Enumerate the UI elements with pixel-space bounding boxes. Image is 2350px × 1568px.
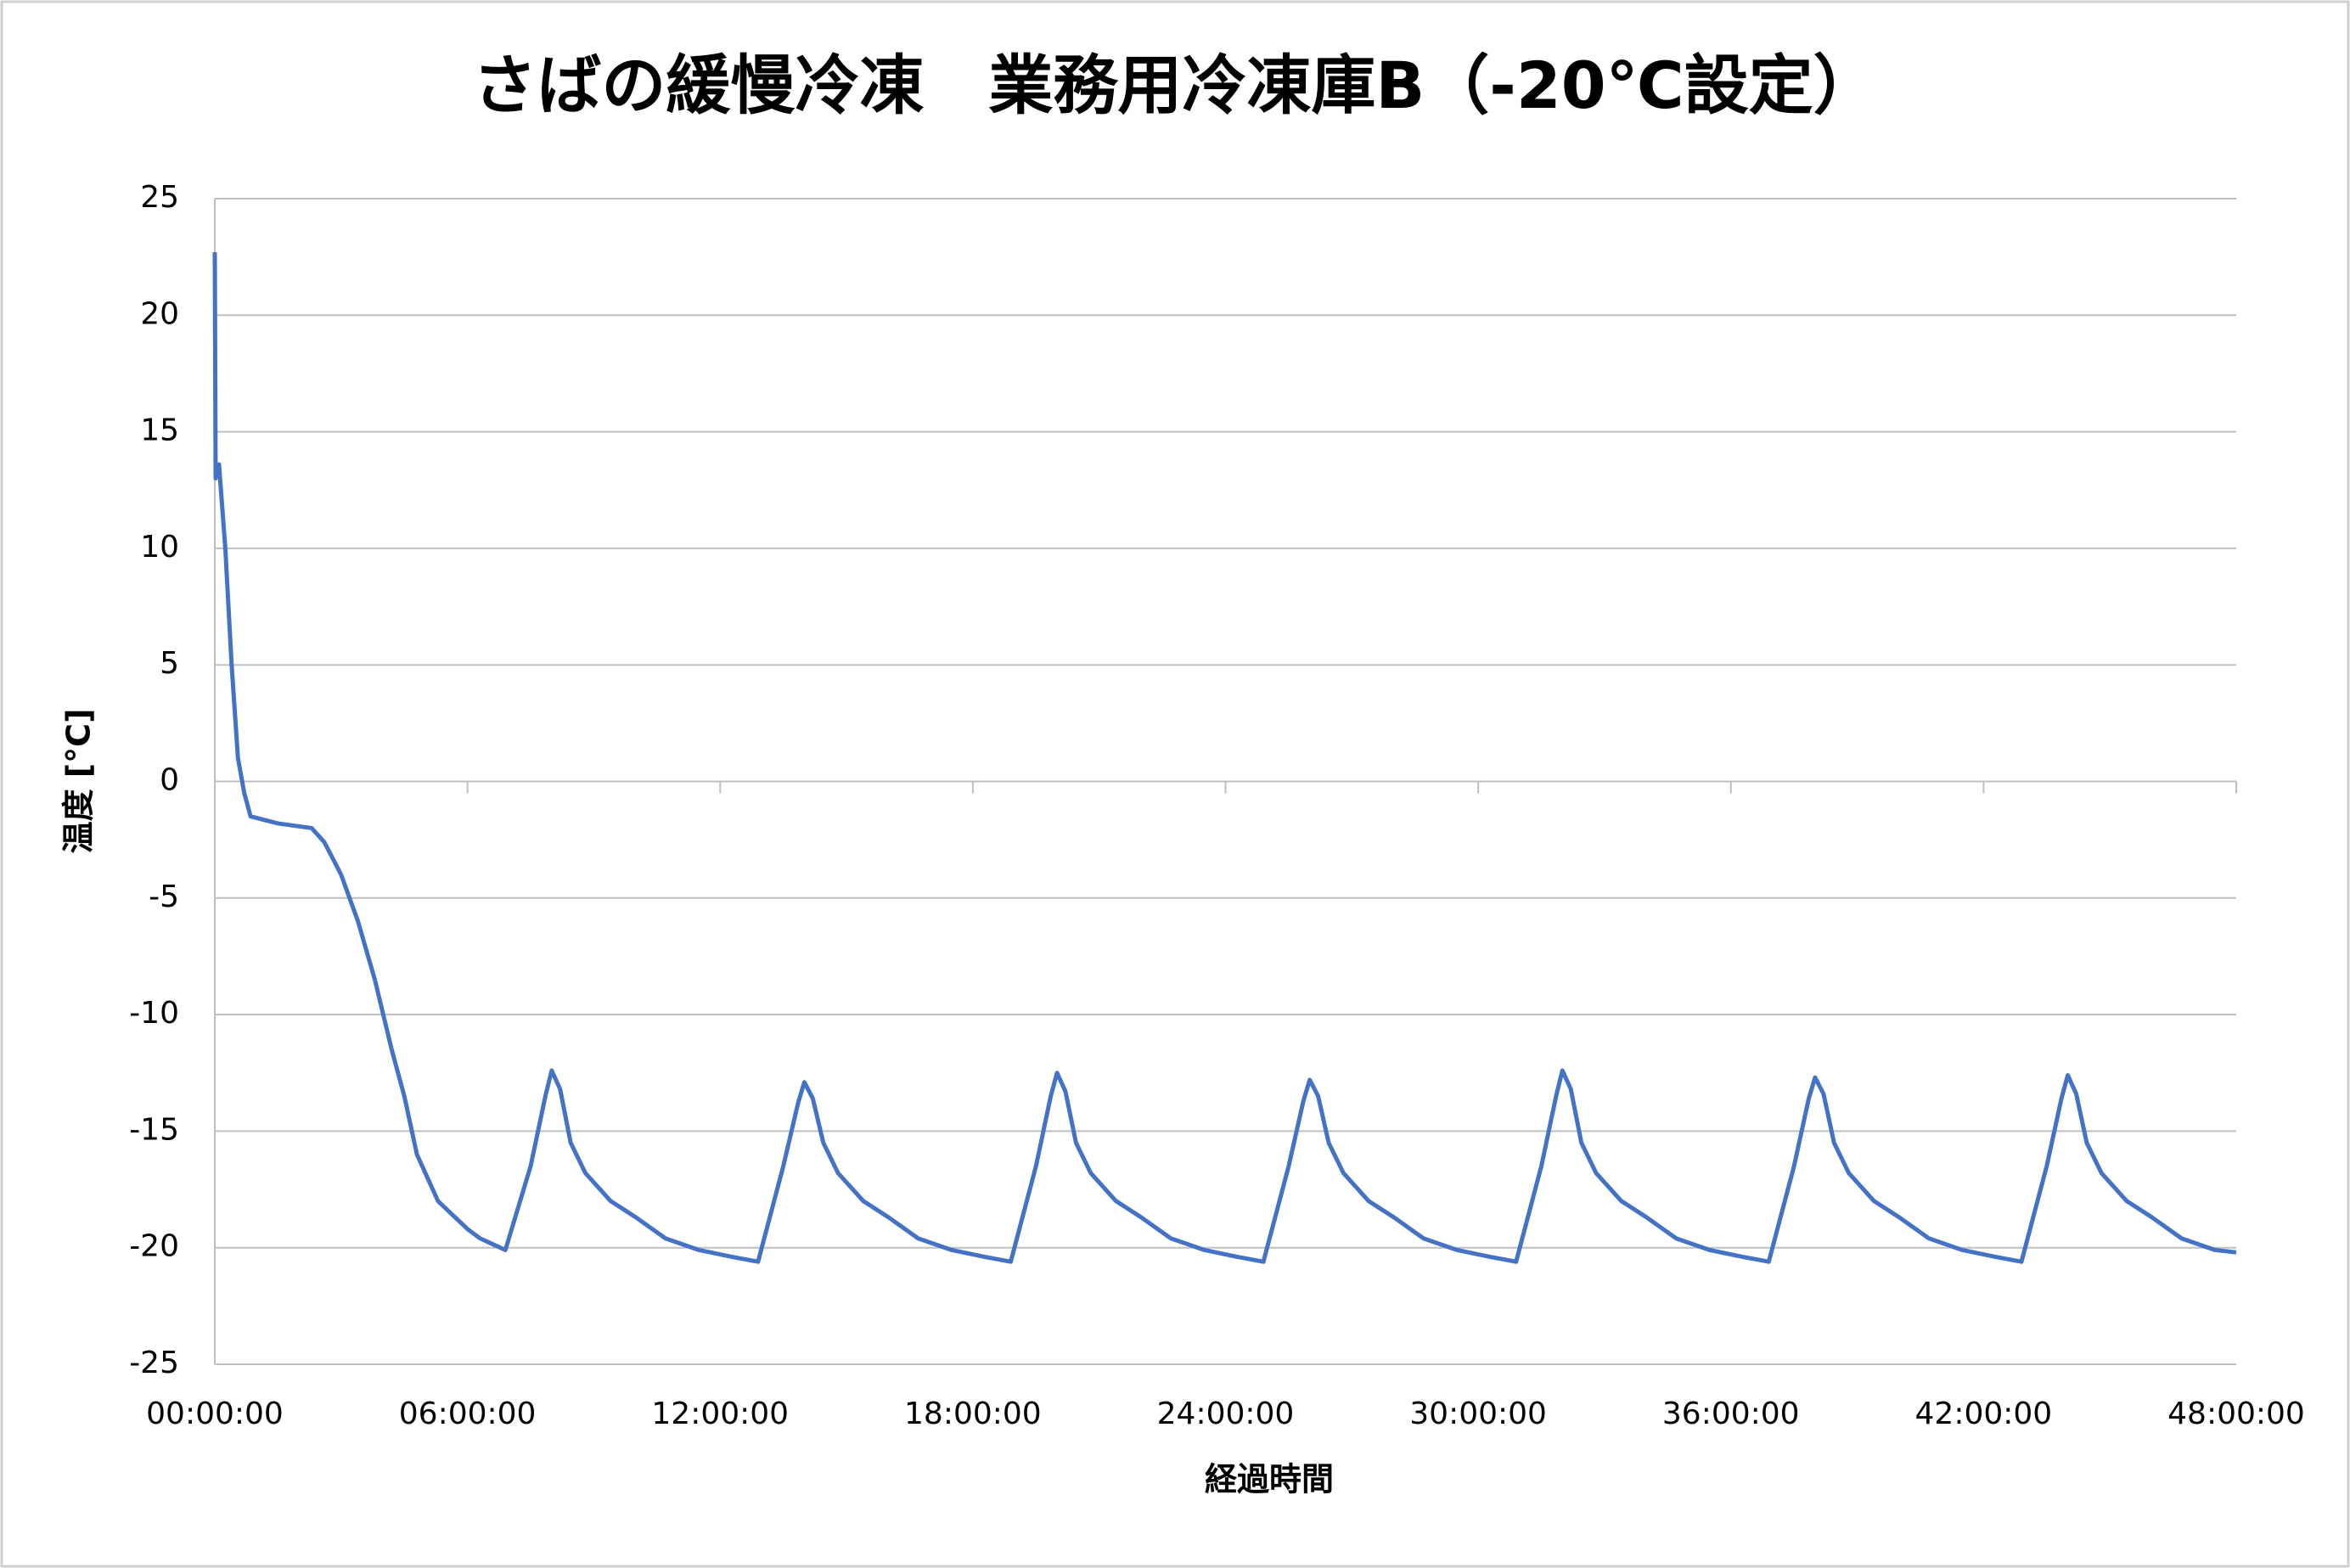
x-axis-title: 経過時間 <box>1205 1461 1334 1498</box>
y-tick-label: -20 <box>129 1229 179 1264</box>
x-tick-label: 24:00:00 <box>1157 1397 1295 1431</box>
series-line <box>212 252 2237 1264</box>
y-tick-label: 20 <box>140 296 179 331</box>
y-tick-label: 5 <box>160 646 179 681</box>
y-tick-label: -15 <box>129 1112 179 1147</box>
y-tick-label: -5 <box>149 880 179 914</box>
y-tick-label: 10 <box>140 530 179 565</box>
x-tick-label: 30:00:00 <box>1409 1397 1547 1431</box>
y-tick-label: 25 <box>140 180 179 215</box>
x-tick-label: 12:00:00 <box>651 1397 789 1431</box>
x-tick-label: 48:00:00 <box>2167 1397 2305 1431</box>
x-tick-label: 06:00:00 <box>399 1397 537 1431</box>
x-tick-label: 36:00:00 <box>1662 1397 1800 1431</box>
y-tick-label: -25 <box>129 1346 179 1380</box>
y-axis-title: 温度 [°C] <box>60 709 98 854</box>
y-tick-label: -10 <box>129 996 179 1031</box>
y-tick-label: 15 <box>140 413 179 448</box>
x-tick-label: 18:00:00 <box>904 1397 1042 1431</box>
y-tick-label: 0 <box>160 763 179 798</box>
x-tick-label: 42:00:00 <box>1915 1397 2053 1431</box>
chart-title: さばの緩慢冷凍 業務用冷凍庫B（-20℃設定） <box>472 48 1877 123</box>
x-tick-label: 00:00:00 <box>146 1397 284 1431</box>
